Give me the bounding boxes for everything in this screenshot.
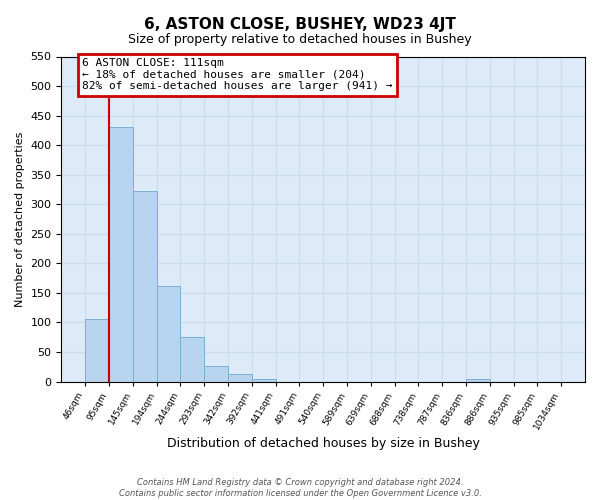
Bar bbox=[181, 337, 204, 382]
Bar bbox=[228, 374, 252, 382]
Text: Size of property relative to detached houses in Bushey: Size of property relative to detached ho… bbox=[128, 32, 472, 46]
Bar bbox=[109, 128, 133, 382]
Bar bbox=[466, 379, 490, 382]
Bar bbox=[204, 366, 228, 382]
Text: 6, ASTON CLOSE, BUSHEY, WD23 4JT: 6, ASTON CLOSE, BUSHEY, WD23 4JT bbox=[144, 18, 456, 32]
Bar bbox=[157, 286, 181, 382]
X-axis label: Distribution of detached houses by size in Bushey: Distribution of detached houses by size … bbox=[167, 437, 479, 450]
Text: 6 ASTON CLOSE: 111sqm
← 18% of detached houses are smaller (204)
82% of semi-det: 6 ASTON CLOSE: 111sqm ← 18% of detached … bbox=[82, 58, 393, 92]
Bar bbox=[85, 320, 109, 382]
Text: Contains HM Land Registry data © Crown copyright and database right 2024.
Contai: Contains HM Land Registry data © Crown c… bbox=[119, 478, 481, 498]
Bar bbox=[133, 190, 157, 382]
Bar bbox=[252, 378, 275, 382]
Y-axis label: Number of detached properties: Number of detached properties bbox=[15, 132, 25, 306]
